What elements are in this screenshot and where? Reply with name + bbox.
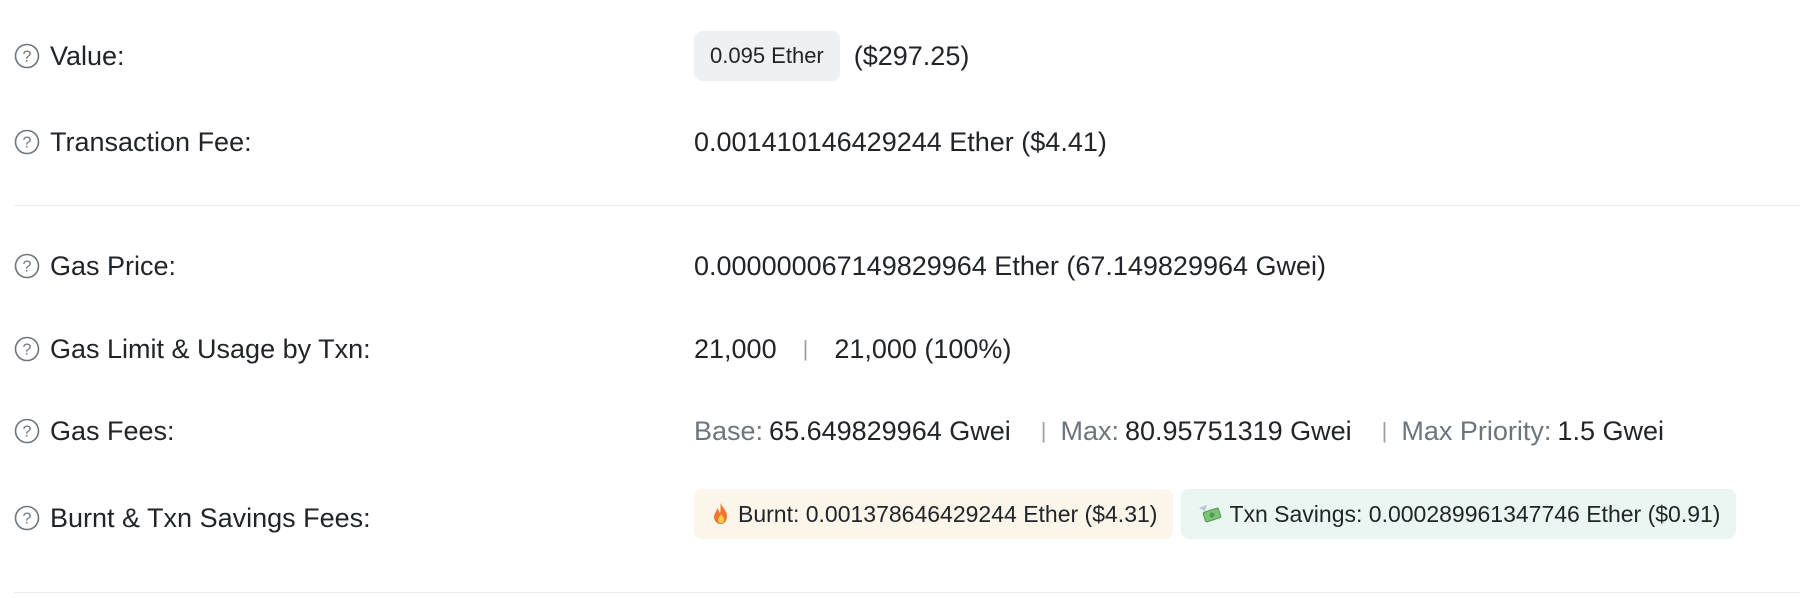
burnt-fee-text: Burnt: 0.001378646429244 Ether ($4.31) bbox=[738, 500, 1158, 527]
value-row: ? Value: 0.095 Ether ($297.25) bbox=[0, 20, 1800, 92]
max-priority-label: Max Priority: bbox=[1401, 415, 1552, 446]
fire-icon bbox=[710, 502, 732, 526]
gas-limit-content: 21,000 | 21,000 (100%) bbox=[694, 313, 1011, 385]
gas-price-label-group: ? Gas Price: bbox=[14, 230, 176, 302]
transaction-fee-row: ? Transaction Fee: 0.001410146429244 Eth… bbox=[0, 106, 1800, 178]
svg-text:?: ? bbox=[23, 342, 32, 359]
gas-usage-value: 21,000 (100%) bbox=[834, 333, 1012, 364]
gas-fees-label: Gas Fees: bbox=[50, 415, 175, 446]
value-label-group: ? Value: bbox=[14, 20, 125, 92]
separator: | bbox=[1040, 418, 1047, 443]
transaction-fee-value: 0.001410146429244 Ether ($4.41) bbox=[694, 126, 1107, 157]
gas-price-label: Gas Price: bbox=[50, 250, 177, 281]
gas-limit-label: Gas Limit & Usage by Txn: bbox=[50, 333, 371, 364]
usd-value: ($297.25) bbox=[853, 40, 970, 71]
max-priority-value: 1.5 Gwei bbox=[1557, 415, 1664, 446]
gas-fees-label-group: ? Gas Fees: bbox=[14, 395, 175, 467]
base-fee-value: 65.649829964 Gwei bbox=[769, 415, 1011, 446]
burnt-savings-label-group: ? Burnt & Txn Savings Fees: bbox=[14, 482, 371, 554]
burnt-savings-row: ? Burnt & Txn Savings Fees: Burnt: 0.001… bbox=[0, 482, 1800, 554]
gas-fees-content: Base: 65.649829964 Gwei | Max: 80.957513… bbox=[694, 395, 1664, 467]
burnt-fee-badge: Burnt: 0.001378646429244 Ether ($4.31) bbox=[694, 489, 1174, 539]
value-content: 0.095 Ether ($297.25) bbox=[694, 20, 969, 92]
svg-text:?: ? bbox=[23, 424, 32, 441]
money-wings-icon bbox=[1197, 502, 1223, 526]
question-circle-icon[interactable]: ? bbox=[14, 43, 40, 69]
txn-savings-text: Txn Savings: 0.000289961347746 Ether ($0… bbox=[1229, 500, 1721, 527]
separator: | bbox=[1381, 418, 1388, 443]
gas-fees-row: ? Gas Fees: Base: 65.649829964 Gwei | Ma… bbox=[0, 395, 1800, 467]
question-circle-icon[interactable]: ? bbox=[14, 336, 40, 362]
separator: | bbox=[802, 336, 809, 361]
transaction-fee-label: Transaction Fee: bbox=[50, 126, 252, 157]
ether-amount-badge: 0.095 Ether bbox=[694, 31, 840, 81]
base-fee-label: Base: bbox=[694, 415, 764, 446]
max-fee-label: Max: bbox=[1060, 415, 1119, 446]
svg-text:?: ? bbox=[23, 49, 32, 66]
gas-limit-row: ? Gas Limit & Usage by Txn: 21,000 | 21,… bbox=[0, 313, 1800, 385]
question-circle-icon[interactable]: ? bbox=[14, 505, 40, 531]
burnt-savings-label: Burnt & Txn Savings Fees: bbox=[50, 502, 371, 533]
gas-price-row: ? Gas Price: 0.000000067149829964 Ether … bbox=[0, 230, 1800, 302]
svg-text:?: ? bbox=[23, 135, 32, 152]
max-fee-value: 80.95751319 Gwei bbox=[1124, 415, 1352, 446]
question-circle-icon[interactable]: ? bbox=[14, 253, 40, 279]
svg-text:?: ? bbox=[23, 259, 32, 276]
question-circle-icon[interactable]: ? bbox=[14, 129, 40, 155]
gas-limit-value: 21,000 bbox=[694, 333, 777, 364]
value-label: Value: bbox=[50, 40, 125, 71]
section-divider bbox=[14, 205, 1800, 206]
gas-limit-label-group: ? Gas Limit & Usage by Txn: bbox=[14, 313, 371, 385]
gas-price-value: 0.000000067149829964 Ether (67.149829964… bbox=[694, 250, 1327, 281]
transaction-fee-label-group: ? Transaction Fee: bbox=[14, 106, 252, 178]
question-circle-icon[interactable]: ? bbox=[14, 418, 40, 444]
txn-savings-badge: Txn Savings: 0.000289961347746 Ether ($0… bbox=[1181, 489, 1737, 539]
section-divider bbox=[14, 592, 1800, 593]
svg-text:?: ? bbox=[23, 511, 32, 528]
burnt-savings-content: Burnt: 0.001378646429244 Ether ($4.31) T… bbox=[694, 478, 1737, 550]
